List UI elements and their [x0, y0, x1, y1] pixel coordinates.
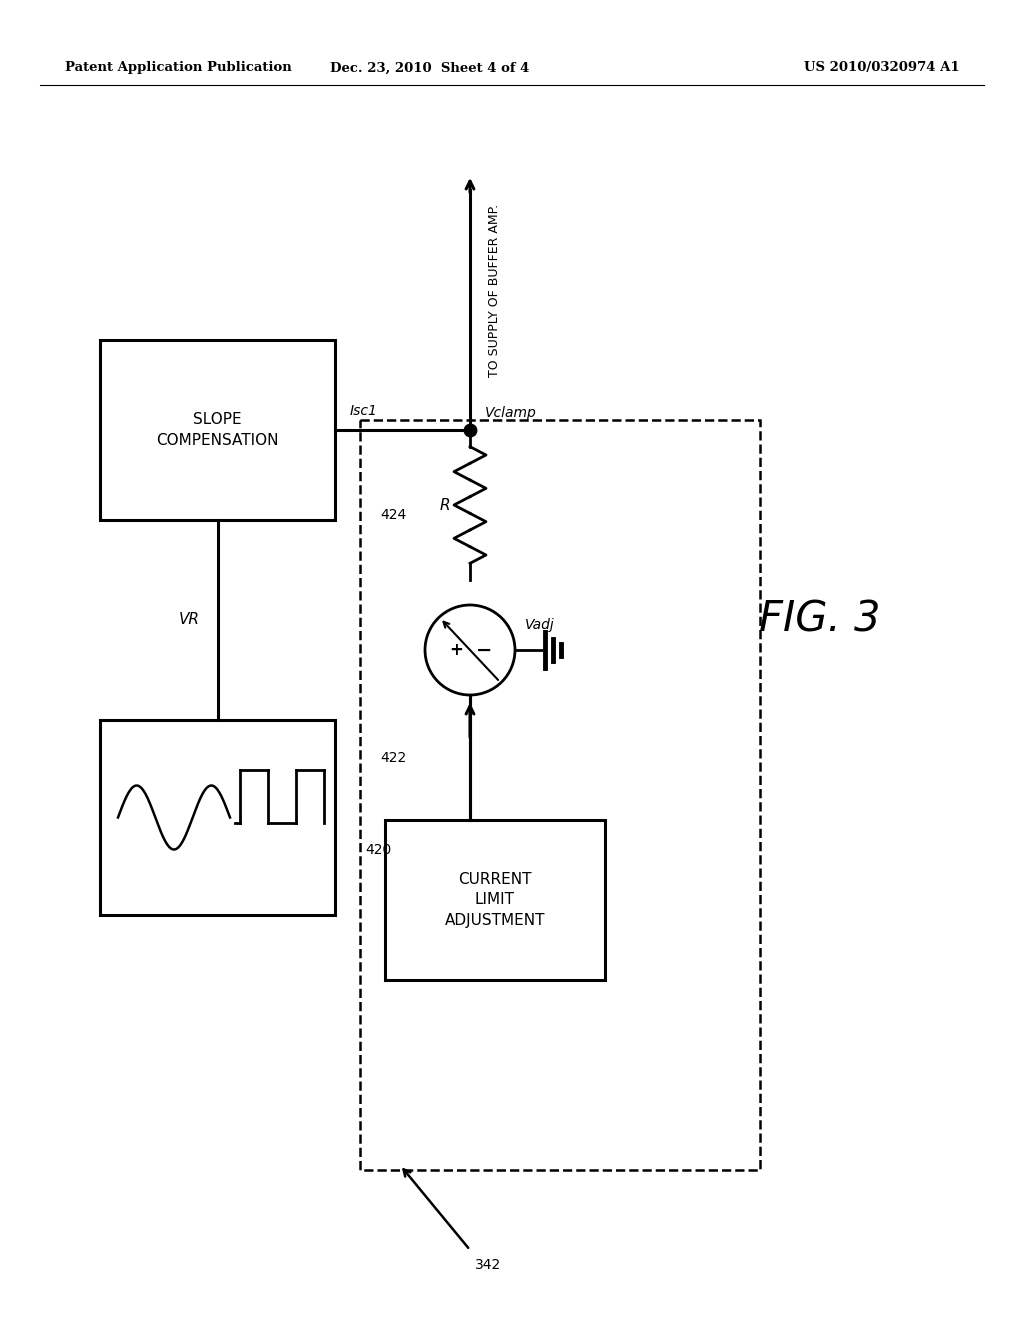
Bar	[100, 719, 335, 915]
Bar	[385, 820, 605, 979]
Circle shape	[425, 605, 515, 696]
Text: Dec. 23, 2010  Sheet 4 of 4: Dec. 23, 2010 Sheet 4 of 4	[331, 62, 529, 74]
Text: 422: 422	[380, 751, 407, 764]
Text: VR: VR	[179, 612, 200, 627]
Text: +: +	[450, 642, 463, 659]
Text: −: −	[476, 640, 493, 660]
Text: US 2010/0320974 A1: US 2010/0320974 A1	[805, 62, 961, 74]
Bar	[360, 420, 760, 1170]
Text: CURRENT
LIMIT
ADJUSTMENT: CURRENT LIMIT ADJUSTMENT	[444, 871, 545, 928]
Text: Vadj: Vadj	[525, 618, 555, 632]
Bar	[100, 341, 335, 520]
Text: 424: 424	[380, 508, 407, 521]
Text: TO SUPPLY OF BUFFER AMP.: TO SUPPLY OF BUFFER AMP.	[488, 203, 501, 376]
Text: Patent Application Publication: Patent Application Publication	[65, 62, 292, 74]
Text: Isc1: Isc1	[350, 404, 378, 418]
Text: FIG. 3: FIG. 3	[759, 599, 881, 642]
Text: 420: 420	[365, 843, 391, 857]
Text: Vclamp: Vclamp	[485, 407, 537, 420]
Text: 342: 342	[475, 1258, 502, 1272]
Text: SLOPE
COMPENSATION: SLOPE COMPENSATION	[157, 412, 279, 447]
Text: R: R	[439, 498, 450, 512]
